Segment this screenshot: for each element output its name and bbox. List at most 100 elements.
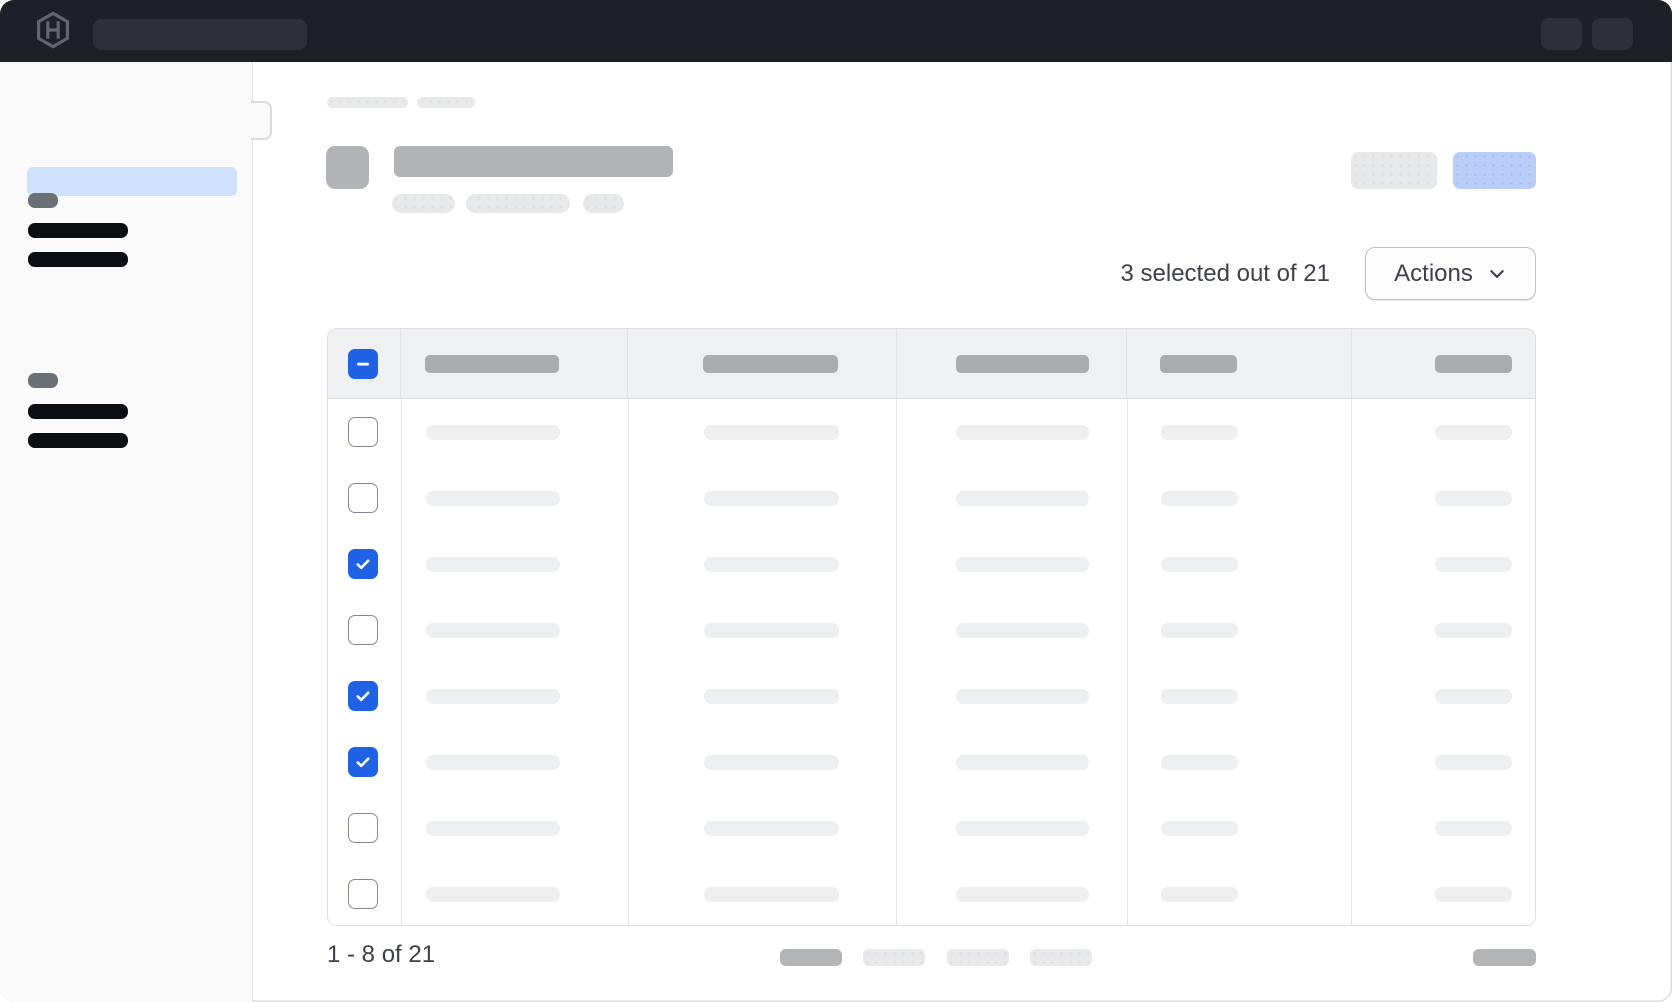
table-row: [328, 663, 1535, 729]
badge-skeleton: [583, 194, 624, 213]
cell-skeleton: [703, 754, 839, 770]
cell-skeleton: [1160, 490, 1238, 506]
row-checkbox[interactable]: [348, 681, 378, 711]
row-checkbox[interactable]: [348, 615, 378, 645]
page-title-skeleton: [394, 146, 673, 177]
breadcrumb-skeleton: [327, 97, 408, 108]
cell-skeleton: [1435, 556, 1513, 572]
data-table: [327, 328, 1536, 926]
sidebar-item-skeleton: [28, 404, 128, 419]
checkmark-icon: [356, 691, 370, 702]
pagination-range-label: 1 - 8 of 21: [327, 941, 436, 968]
global-search-input[interactable]: [93, 19, 307, 50]
pagination-page-skeleton[interactable]: [863, 949, 925, 966]
navbar-action-button[interactable]: [1541, 18, 1582, 50]
table-row: [328, 729, 1535, 795]
cell-skeleton: [703, 688, 839, 704]
hashicorp-logo-icon: [37, 11, 69, 49]
cell-skeleton: [956, 490, 1090, 506]
cell-skeleton: [425, 754, 560, 770]
cell-skeleton: [956, 622, 1090, 638]
table-row: [328, 399, 1535, 465]
row-checkbox[interactable]: [348, 747, 378, 777]
cell-skeleton: [956, 556, 1090, 572]
cell-skeleton: [703, 820, 839, 836]
cell-skeleton: [1435, 424, 1513, 440]
column-header-skeleton: [1435, 354, 1513, 373]
top-navbar: [0, 0, 1672, 62]
cell-skeleton: [703, 556, 839, 572]
cell-skeleton: [425, 556, 560, 572]
breadcrumb-skeleton: [417, 97, 475, 108]
actions-button-label: Actions: [1394, 259, 1473, 287]
cell-skeleton: [1435, 886, 1513, 902]
row-checkbox[interactable]: [348, 813, 378, 843]
table-body: [328, 399, 1535, 925]
cell-skeleton: [1435, 754, 1513, 770]
cell-skeleton: [425, 688, 560, 704]
pagination-page-skeleton[interactable]: [1030, 949, 1092, 966]
cell-skeleton: [956, 820, 1090, 836]
cell-skeleton: [956, 424, 1090, 440]
sidebar-section-label-skeleton: [28, 373, 58, 388]
table-row: [328, 465, 1535, 531]
page-icon-skeleton: [326, 146, 369, 189]
table-header-row: [328, 329, 1535, 399]
indeterminate-dash-icon: [357, 362, 369, 365]
actions-button[interactable]: Actions: [1365, 247, 1536, 300]
cell-skeleton: [1435, 820, 1513, 836]
sidebar-item-skeleton: [28, 433, 128, 448]
cell-skeleton: [425, 424, 560, 440]
cell-skeleton: [703, 622, 839, 638]
sidebar: [0, 62, 253, 1002]
row-checkbox[interactable]: [348, 549, 378, 579]
select-all-checkbox[interactable]: [348, 348, 378, 379]
cell-skeleton: [1435, 490, 1513, 506]
row-checkbox[interactable]: [348, 483, 378, 513]
navbar-menu-button[interactable]: [1592, 18, 1633, 50]
cell-skeleton: [956, 754, 1090, 770]
cell-skeleton: [425, 820, 560, 836]
column-header-skeleton: [702, 354, 838, 373]
sidebar-active-item-skeleton[interactable]: [27, 167, 237, 196]
column-header-skeleton: [955, 354, 1089, 373]
badge-skeleton: [392, 194, 455, 213]
cell-skeleton: [1160, 424, 1238, 440]
cell-skeleton: [1160, 622, 1238, 638]
sidebar-collapse-toggle[interactable]: [251, 101, 272, 140]
pagination-page-skeleton[interactable]: [780, 949, 842, 966]
selection-summary: 3 selected out of 21: [1120, 260, 1330, 287]
sidebar-item-skeleton: [28, 252, 128, 267]
cell-skeleton: [1160, 754, 1238, 770]
cell-skeleton: [425, 622, 560, 638]
sidebar-section-label-skeleton: [28, 193, 58, 208]
cell-skeleton: [1160, 820, 1238, 836]
secondary-button-skeleton[interactable]: [1351, 152, 1437, 189]
column-header-skeleton: [1160, 354, 1238, 373]
cell-skeleton: [1160, 556, 1238, 572]
cell-skeleton: [1435, 688, 1513, 704]
pagination-page-skeleton[interactable]: [947, 949, 1009, 966]
cell-skeleton: [956, 688, 1090, 704]
pagination-next-skeleton[interactable]: [1473, 949, 1536, 966]
checkmark-icon: [356, 757, 370, 768]
cell-skeleton: [425, 886, 560, 902]
column-header-skeleton: [424, 354, 559, 373]
cell-skeleton: [1160, 688, 1238, 704]
badge-skeleton: [466, 194, 570, 213]
sidebar-item-skeleton: [28, 223, 128, 238]
table-row: [328, 597, 1535, 663]
table-row: [328, 531, 1535, 597]
table-row: [328, 861, 1535, 925]
table-row: [328, 795, 1535, 861]
primary-button-skeleton[interactable]: [1453, 152, 1536, 189]
chevron-down-icon: [1490, 269, 1504, 278]
cell-skeleton: [425, 490, 560, 506]
cell-skeleton: [703, 886, 839, 902]
row-checkbox[interactable]: [348, 417, 378, 447]
checkmark-icon: [356, 559, 370, 570]
row-checkbox[interactable]: [348, 879, 378, 909]
cell-skeleton: [1160, 886, 1238, 902]
cell-skeleton: [703, 424, 839, 440]
